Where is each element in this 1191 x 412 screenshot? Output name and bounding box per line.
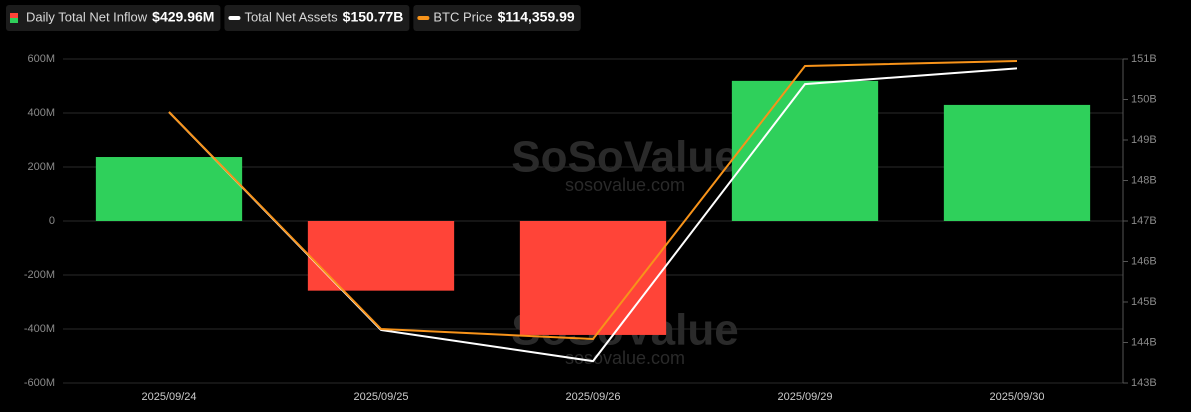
y2-tick-label: 151B xyxy=(1131,53,1157,65)
legend-bg xyxy=(6,5,221,31)
y2-tick-label: 150B xyxy=(1131,93,1157,105)
y2-tick-label: 147B xyxy=(1131,215,1157,227)
y-tick-label: 600M xyxy=(27,53,55,65)
legend-swatch xyxy=(10,18,18,23)
y-tick-label: -600M xyxy=(24,377,55,389)
y2-tick-label: 149B xyxy=(1131,134,1157,146)
bar xyxy=(943,104,1091,221)
legend-label: Daily Total Net Inflow xyxy=(26,9,148,24)
legend-swatch xyxy=(10,13,18,18)
x-tick-label: 2025/09/29 xyxy=(777,391,832,403)
y2-tick-label: 145B xyxy=(1131,296,1157,308)
y2-tick-label: 143B xyxy=(1131,377,1157,389)
y-tick-label: 200M xyxy=(27,161,55,173)
y-tick-label: 0 xyxy=(49,215,55,227)
legend-swatch xyxy=(228,16,241,20)
bar xyxy=(731,80,879,222)
legend-swatch xyxy=(417,16,430,20)
y2-tick-label: 148B xyxy=(1131,174,1157,186)
legend-bg xyxy=(224,5,410,31)
bar xyxy=(95,157,243,221)
watermark-sub: sosovalue.com xyxy=(565,175,685,195)
legend-label: BTC Price xyxy=(433,9,492,24)
x-tick-label: 2025/09/26 xyxy=(565,391,620,403)
watermark: SoSoValue xyxy=(511,133,738,182)
y2-tick-label: 146B xyxy=(1131,255,1157,267)
legend-value: $114,359.99 xyxy=(498,9,575,25)
y-tick-label: -200M xyxy=(24,269,55,281)
bar xyxy=(519,221,667,335)
line xyxy=(168,60,1018,341)
legend-value: $429.96M xyxy=(152,9,214,25)
watermark-sub: sosovalue.com xyxy=(565,348,685,368)
legend-label: Total Net Assets xyxy=(244,9,338,24)
legend-value: $150.77B xyxy=(343,9,404,25)
y-tick-label: 400M xyxy=(27,107,55,119)
y-tick-label: -400M xyxy=(24,323,55,335)
legend-bg xyxy=(413,5,581,31)
x-tick-label: 2025/09/25 xyxy=(353,391,408,403)
x-tick-label: 2025/09/30 xyxy=(989,391,1044,403)
x-tick-label: 2025/09/24 xyxy=(141,391,196,403)
y2-tick-label: 144B xyxy=(1131,336,1157,348)
bar xyxy=(307,221,455,291)
